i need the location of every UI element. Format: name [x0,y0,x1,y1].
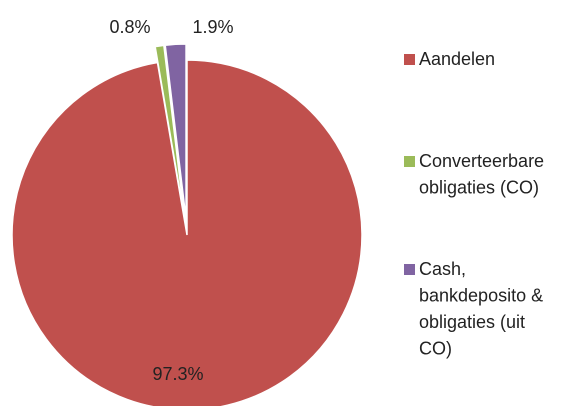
legend-label: Aandelen [419,49,495,69]
legend-swatch [404,54,415,65]
pie-slice [11,59,363,406]
legend-swatch [404,156,415,167]
legend-label: Converteerbare obligaties (CO) [419,151,544,198]
data-label: 0.8% [109,17,150,37]
pie-slice [154,44,186,220]
data-label: 97.3% [152,364,203,384]
pie-slice [164,43,187,220]
legend-swatch [404,264,415,275]
data-label: 1.9% [192,17,233,37]
legend-label: Cash, bankdeposito & obligaties (uit CO) [419,259,543,359]
